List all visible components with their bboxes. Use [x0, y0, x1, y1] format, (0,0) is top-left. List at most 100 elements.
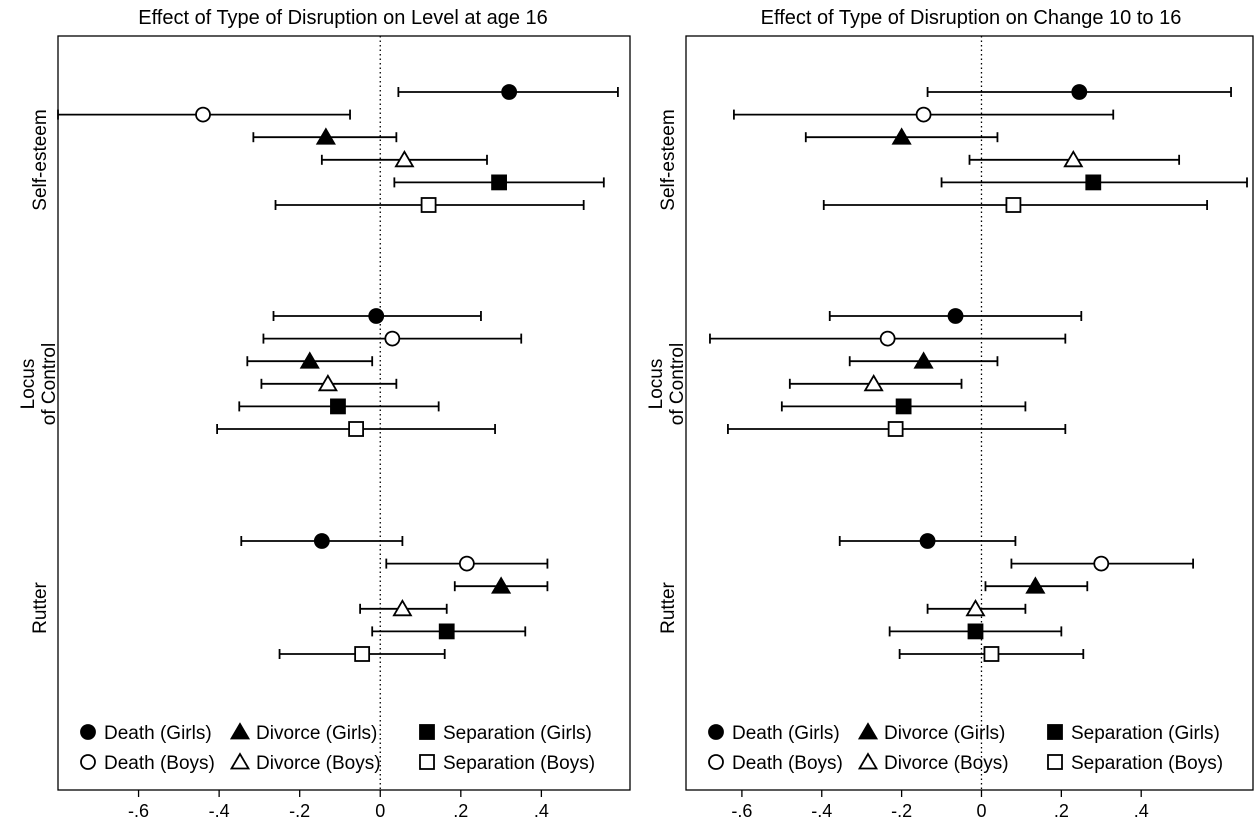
- legend-label: Divorce (Boys): [256, 753, 381, 774]
- point-death-boys-locus-of-control: [384, 330, 401, 347]
- legend-label: Death (Girls): [104, 723, 212, 744]
- group-label-line: of Control: [39, 343, 60, 425]
- legend-label: Death (Girls): [732, 723, 840, 744]
- point-divorce-boys-self-esteem: [394, 150, 415, 168]
- point-divorce-girls-rutter: [491, 576, 512, 594]
- group-label-self-esteem: Self-esteem: [30, 109, 51, 210]
- legend-label: Death (Boys): [732, 753, 843, 774]
- x-tick-label: -.2: [891, 801, 912, 821]
- chart-title: Effect of Type of Disruption on Change 1…: [761, 7, 1182, 29]
- legend-label: Divorce (Girls): [256, 723, 377, 744]
- point-separation-girls-rutter: [967, 623, 984, 640]
- x-tick-label: -.6: [731, 801, 752, 821]
- group-label-line: Rutter: [658, 581, 679, 633]
- point-death-girls-rutter: [919, 533, 936, 549]
- point-divorce-girls-rutter: [1025, 576, 1046, 594]
- point-separation-boys-rutter: [354, 646, 371, 662]
- point-death-boys-self-esteem: [915, 106, 932, 123]
- legend-marker-separation-boys: [419, 754, 435, 770]
- legend-marker-separation-girls: [1047, 724, 1063, 740]
- group-label-rutter: Rutter: [658, 581, 679, 633]
- x-tick-label: .4: [534, 801, 549, 821]
- group-label-self-esteem: Self-esteem: [658, 109, 679, 210]
- legend-marker-divorce-girls: [857, 722, 879, 740]
- plot-frame: [57, 35, 631, 791]
- point-death-girls-locus-of-control: [368, 308, 385, 324]
- x-tick-label: .4: [1134, 801, 1149, 821]
- x-tick-label: -.4: [811, 801, 832, 821]
- point-divorce-girls-locus-of-control: [913, 351, 934, 369]
- group-label-line: Self-esteem: [30, 109, 51, 210]
- series-separation-boys: [727, 197, 1208, 662]
- point-separation-girls-rutter: [438, 623, 455, 640]
- point-separation-boys-rutter: [983, 646, 1000, 662]
- point-separation-girls-self-esteem: [1085, 174, 1102, 191]
- legend-item-death-boys: Death (Boys): [708, 753, 843, 774]
- legend: Death (Girls) Divorce (Girls) Separation (…: [80, 722, 595, 774]
- legend: Death (Girls) Divorce (Girls) Separation (…: [708, 722, 1223, 774]
- legend-label: Separation (Girls): [443, 723, 592, 744]
- legend-item-separation-girls: Separation (Girls): [419, 723, 592, 744]
- legend-label: Death (Boys): [104, 753, 215, 774]
- legend-marker-divorce-girls: [229, 722, 251, 740]
- legend-label: Divorce (Girls): [884, 723, 1005, 744]
- legend-item-separation-boys: Separation (Boys): [419, 753, 595, 774]
- point-divorce-boys-locus-of-control: [317, 374, 338, 392]
- series-divorce-boys: [260, 150, 488, 617]
- legend-item-divorce-girls: Divorce (Girls): [857, 722, 1005, 744]
- series-divorce-girls: [246, 127, 549, 594]
- point-separation-boys-self-esteem: [420, 197, 437, 213]
- x-tick-label: -.6: [128, 801, 149, 821]
- series-separation-girls: [780, 174, 1248, 640]
- point-divorce-girls-locus-of-control: [299, 351, 320, 369]
- legend-label: Divorce (Boys): [884, 753, 1009, 774]
- legend-marker-death-boys: [80, 754, 96, 770]
- series-death-girls: [240, 84, 619, 549]
- x-tick-label: 0: [976, 801, 986, 821]
- legend-item-death-girls: Death (Girls): [708, 723, 840, 744]
- point-divorce-boys-rutter: [392, 599, 413, 617]
- series-separation-boys: [216, 197, 585, 662]
- legend-marker-divorce-boys: [229, 752, 251, 770]
- legend-marker-separation-girls: [419, 724, 435, 740]
- point-separation-girls-locus-of-control: [330, 398, 346, 415]
- group-label-line: Locus: [646, 359, 667, 410]
- point-separation-boys-self-esteem: [1005, 197, 1022, 213]
- point-separation-boys-locus-of-control: [887, 421, 904, 437]
- plot-frame: [685, 35, 1254, 791]
- legend-item-divorce-boys: Divorce (Boys): [229, 752, 381, 774]
- legend-marker-death-girls: [80, 724, 96, 740]
- series-separation-girls: [238, 174, 605, 640]
- point-death-boys-rutter: [1093, 555, 1110, 572]
- point-death-girls-self-esteem: [1071, 84, 1088, 100]
- legend-marker-divorce-boys: [857, 752, 879, 770]
- point-death-girls-rutter: [313, 533, 330, 549]
- legend-item-separation-girls: Separation (Girls): [1047, 723, 1220, 744]
- series-divorce-boys: [788, 150, 1181, 617]
- group-label-line: Self-esteem: [658, 109, 679, 210]
- legend-label: Separation (Boys): [443, 753, 595, 774]
- legend-item-separation-boys: Separation (Boys): [1047, 753, 1223, 774]
- legend-label: Separation (Boys): [1071, 753, 1223, 774]
- group-label-line: Rutter: [30, 581, 51, 633]
- point-divorce-boys-rutter: [965, 599, 986, 617]
- point-death-boys-locus-of-control: [879, 330, 896, 347]
- x-tick-label: .2: [1054, 801, 1069, 821]
- point-separation-girls-self-esteem: [491, 174, 507, 191]
- group-label-line: of Control: [667, 343, 688, 425]
- group-label-rutter: Rutter: [30, 581, 51, 633]
- point-death-girls-self-esteem: [501, 84, 518, 100]
- chart-panel-2: Effect of Type of Disruption on Change 1…: [646, 7, 1254, 821]
- group-label-locus-of-control: Locusof Control: [646, 343, 688, 425]
- legend-label: Separation (Girls): [1071, 723, 1220, 744]
- chart-title: Effect of Type of Disruption on Level at…: [138, 7, 548, 29]
- legend-item-death-girls: Death (Girls): [80, 723, 212, 744]
- point-divorce-boys-self-esteem: [1063, 150, 1084, 168]
- x-tick-label: -.2: [289, 801, 310, 821]
- legend-item-divorce-boys: Divorce (Boys): [857, 752, 1009, 774]
- series-divorce-girls: [804, 127, 1089, 594]
- x-tick-label: 0: [375, 801, 385, 821]
- series-death-boys: [709, 106, 1195, 572]
- group-label-locus-of-control: Locusof Control: [18, 343, 60, 425]
